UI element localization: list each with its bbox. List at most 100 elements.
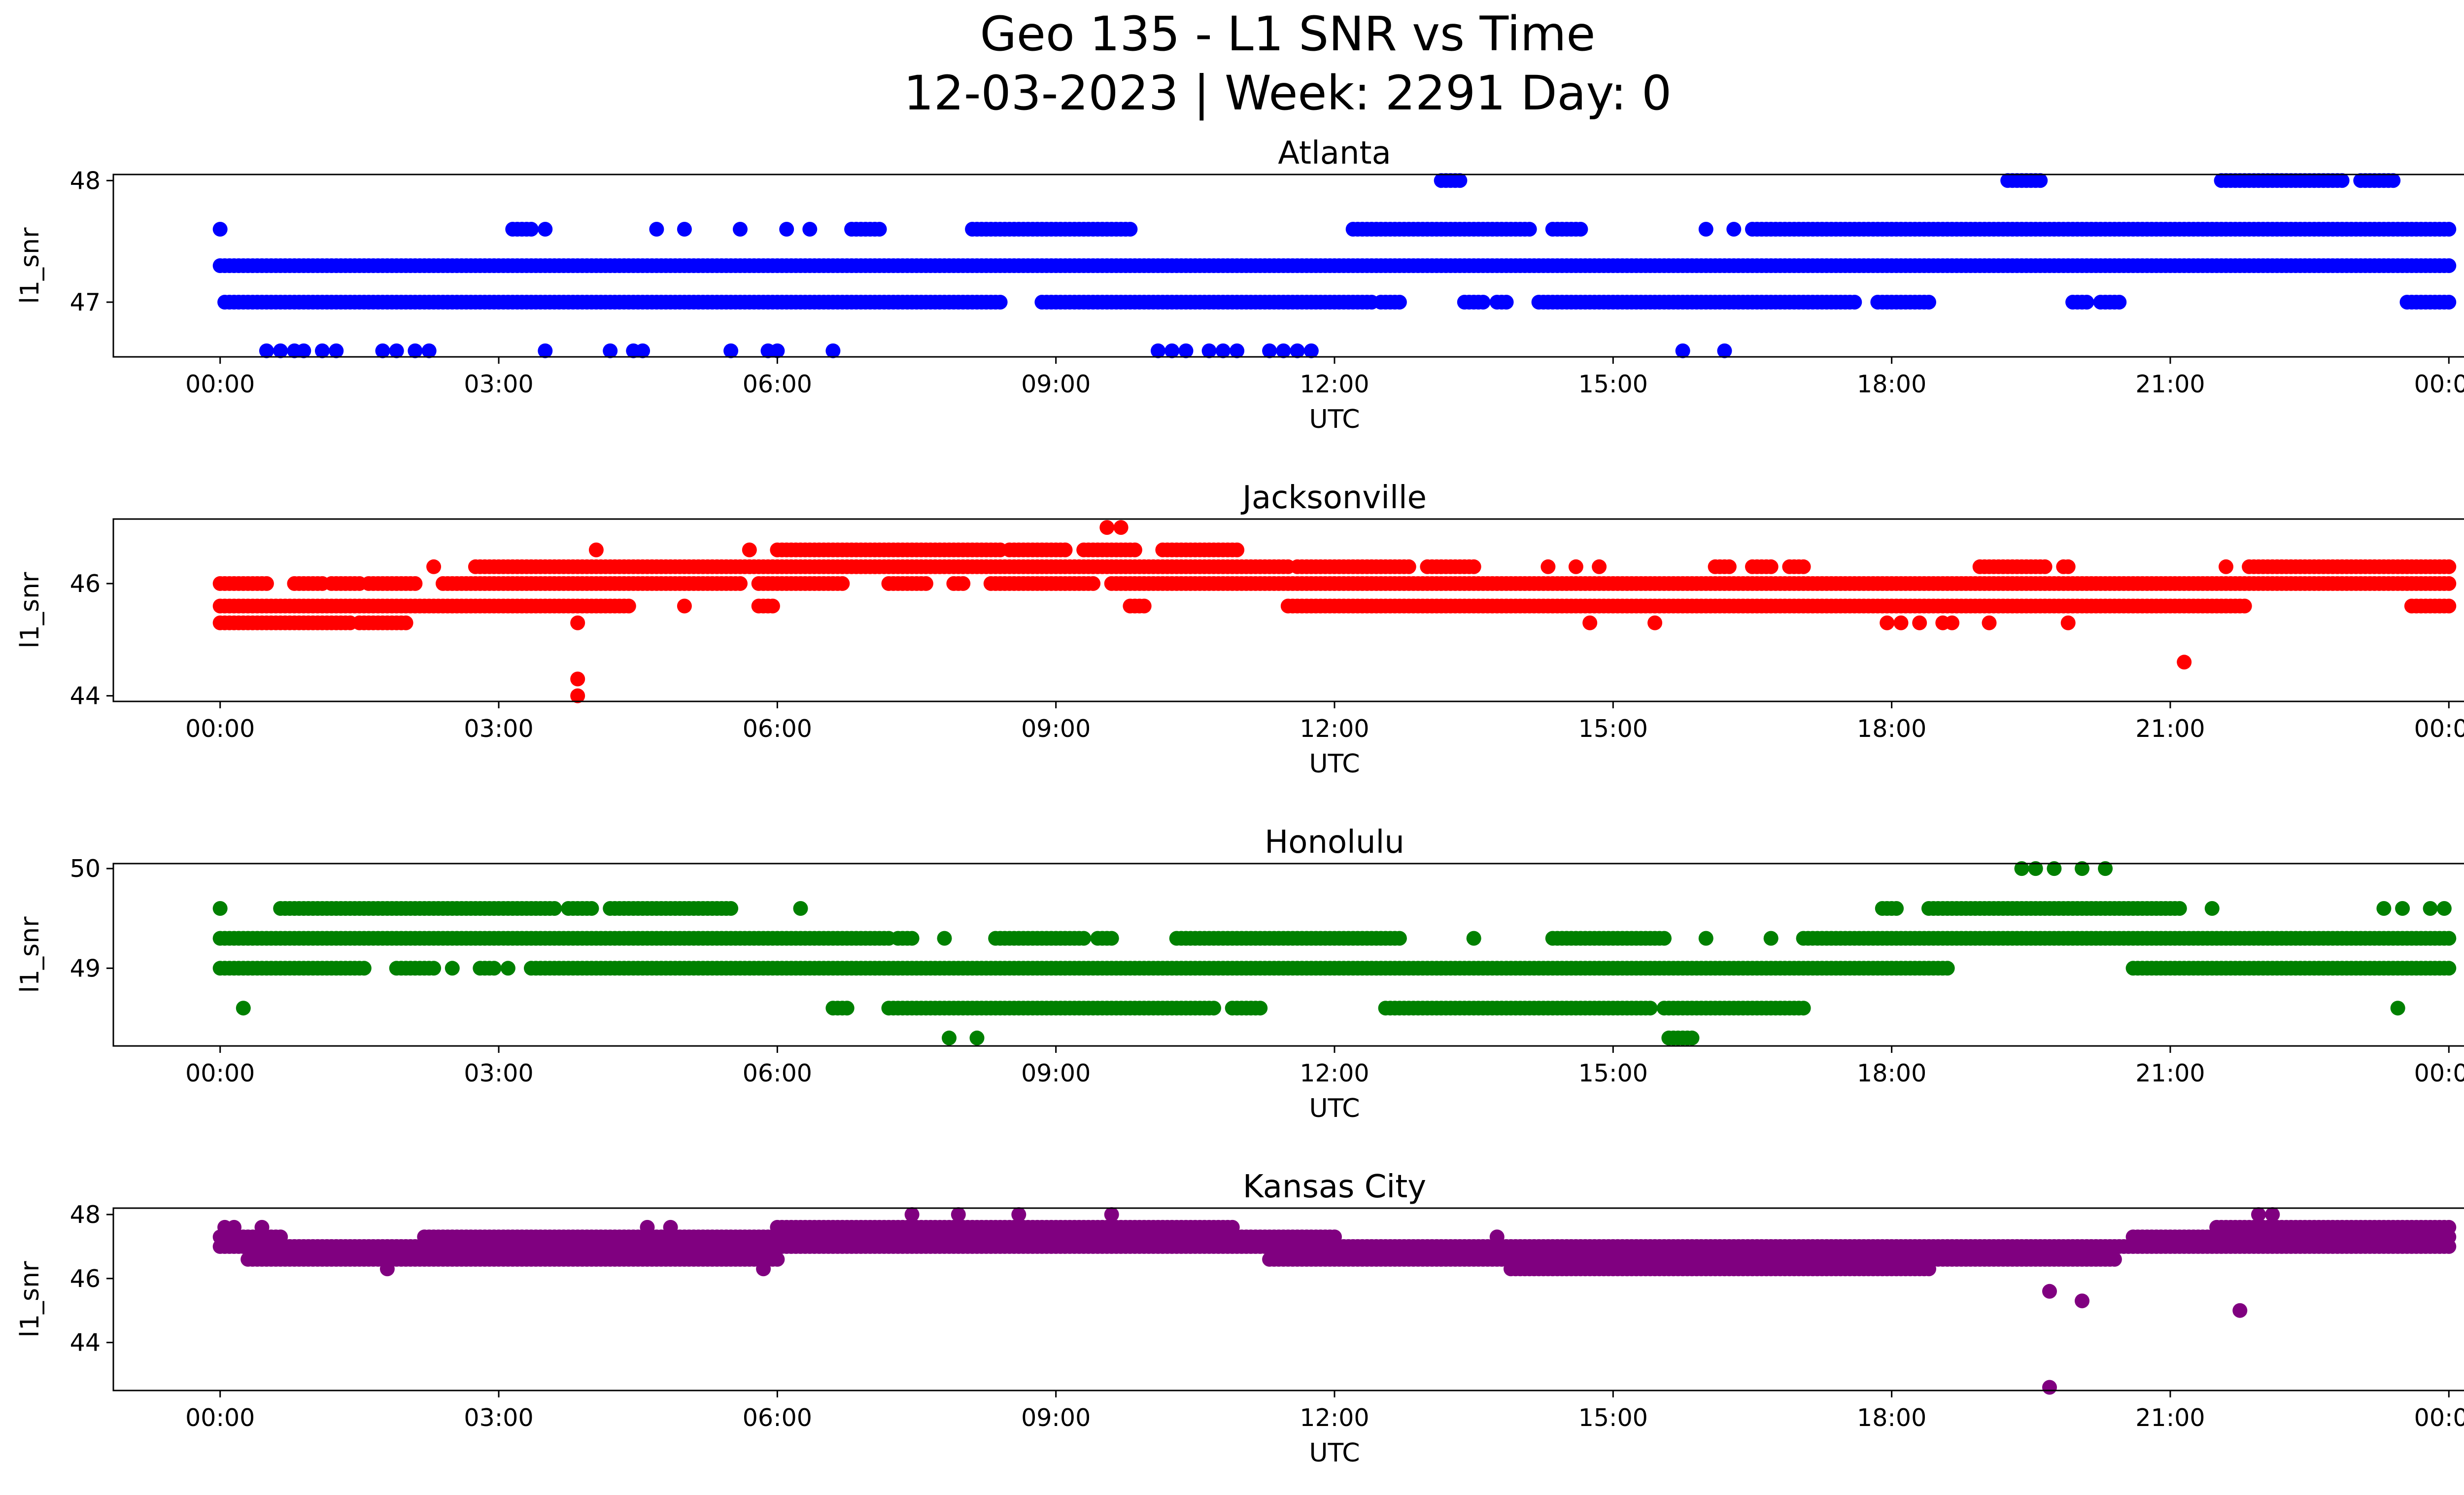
data-point-atlanta — [389, 343, 404, 358]
data-point-honolulu — [1940, 961, 1955, 976]
data-point-atlanta — [1123, 222, 1138, 237]
data-point-jacksonville — [259, 576, 274, 591]
data-point-atlanta — [1452, 173, 1468, 188]
data-point-honolulu — [1392, 931, 1407, 946]
data-point-honolulu — [2423, 901, 2438, 916]
x-tick-label: 09:00 — [1021, 370, 1091, 398]
data-point-kansas-city — [1225, 1219, 1240, 1235]
data-point-jacksonville — [1568, 559, 1583, 574]
data-point-jacksonville — [765, 598, 780, 614]
data-point-honolulu — [1643, 1001, 1658, 1016]
y-tick-label: 46 — [70, 570, 101, 598]
y-axis-label: l1_snr — [15, 227, 45, 304]
data-point-atlanta — [1201, 343, 1217, 358]
x-axis-label: UTC — [1309, 405, 1360, 434]
data-point-atlanta — [1717, 343, 1732, 358]
data-point-jacksonville — [2060, 615, 2076, 630]
y-tick-label: 48 — [70, 1201, 101, 1229]
data-point-jacksonville — [2219, 559, 2233, 574]
data-point-atlanta — [524, 222, 539, 237]
data-point-atlanta — [1276, 343, 1291, 358]
y-tick-label: 44 — [70, 682, 101, 710]
data-point-kansas-city — [1011, 1207, 1027, 1222]
x-tick-label: 06:00 — [743, 1404, 812, 1432]
data-point-atlanta — [779, 222, 794, 237]
x-tick-label: 00:00 — [2414, 715, 2464, 743]
data-point-atlanta — [1675, 343, 1690, 358]
data-point-honolulu — [1889, 901, 1904, 916]
data-point-atlanta — [259, 343, 274, 358]
data-point-atlanta — [315, 343, 330, 358]
data-point-jacksonville — [2441, 559, 2457, 574]
x-tick-label: 15:00 — [1578, 370, 1648, 398]
data-point-honolulu — [236, 1001, 251, 1016]
x-tick-label: 03:00 — [464, 1059, 533, 1087]
x-tick-label: 09:00 — [1021, 715, 1091, 743]
data-point-atlanta — [2334, 173, 2350, 188]
data-point-kansas-city — [2265, 1207, 2280, 1222]
data-point-honolulu — [2098, 861, 2113, 876]
data-point-atlanta — [802, 222, 818, 237]
x-tick-label: 15:00 — [1578, 715, 1648, 743]
x-tick-label: 18:00 — [1857, 370, 1926, 398]
data-point-kansas-city — [273, 1229, 288, 1245]
figure-title-line1: Geo 135 - L1 SNR vs Time — [980, 6, 1596, 62]
data-point-atlanta — [1522, 222, 1537, 237]
data-point-kansas-city — [1921, 1261, 1936, 1277]
data-point-atlanta — [408, 343, 423, 358]
data-point-jacksonville — [742, 542, 757, 557]
x-tick-label: 00:00 — [2414, 1059, 2464, 1087]
y-tick-label: 50 — [70, 855, 101, 883]
data-point-atlanta — [635, 343, 650, 358]
data-point-kansas-city — [254, 1219, 270, 1235]
data-point-atlanta — [538, 222, 553, 237]
x-tick-label: 06:00 — [743, 715, 812, 743]
x-axis-label: UTC — [1309, 1438, 1360, 1468]
x-tick-label: 15:00 — [1578, 1404, 1648, 1432]
data-point-atlanta — [1303, 343, 1319, 358]
y-tick-label: 44 — [70, 1329, 101, 1357]
data-point-jacksonville — [1592, 559, 1607, 574]
data-point-jacksonville — [835, 576, 850, 591]
data-point-atlanta — [1230, 343, 1245, 358]
x-tick-label: 00:00 — [185, 370, 255, 398]
data-point-atlanta — [1726, 222, 1742, 237]
data-point-jacksonville — [588, 542, 604, 557]
data-point-jacksonville — [956, 576, 971, 591]
data-point-honolulu — [2172, 901, 2187, 916]
data-point-jacksonville — [1401, 559, 1416, 574]
data-point-jacksonville — [2037, 559, 2053, 574]
data-point-honolulu — [2441, 961, 2457, 976]
data-point-atlanta — [1164, 343, 1180, 358]
data-point-honolulu — [1104, 931, 1119, 946]
data-point-jacksonville — [2177, 655, 2192, 670]
x-tick-label: 21:00 — [2135, 1059, 2205, 1087]
series-atlanta — [212, 173, 2457, 358]
data-point-jacksonville — [1982, 615, 1997, 630]
x-tick-label: 00:00 — [185, 1059, 255, 1087]
data-point-jacksonville — [1582, 615, 1598, 630]
data-point-kansas-city — [2251, 1207, 2266, 1222]
data-point-honolulu — [2014, 861, 2029, 876]
x-tick-label: 12:00 — [1300, 1059, 1369, 1087]
data-point-kansas-city — [904, 1207, 920, 1222]
data-point-jacksonville — [621, 598, 636, 614]
data-point-atlanta — [1215, 343, 1231, 358]
x-tick-label: 21:00 — [2135, 370, 2205, 398]
data-point-honolulu — [2028, 861, 2043, 876]
data-point-kansas-city — [2232, 1303, 2248, 1318]
data-point-jacksonville — [1721, 559, 1737, 574]
data-point-honolulu — [2376, 901, 2392, 916]
data-point-atlanta — [649, 222, 664, 237]
data-point-jacksonville — [1113, 520, 1129, 535]
data-point-atlanta — [538, 343, 553, 358]
data-point-atlanta — [1262, 343, 1277, 358]
data-point-atlanta — [723, 343, 739, 358]
data-point-jacksonville — [570, 671, 585, 687]
data-point-atlanta — [603, 343, 618, 358]
y-tick-label: 49 — [70, 954, 101, 982]
data-point-jacksonville — [2441, 576, 2457, 591]
data-point-honolulu — [1657, 931, 1672, 946]
data-point-jacksonville — [408, 576, 423, 591]
data-point-atlanta — [1573, 222, 1588, 237]
